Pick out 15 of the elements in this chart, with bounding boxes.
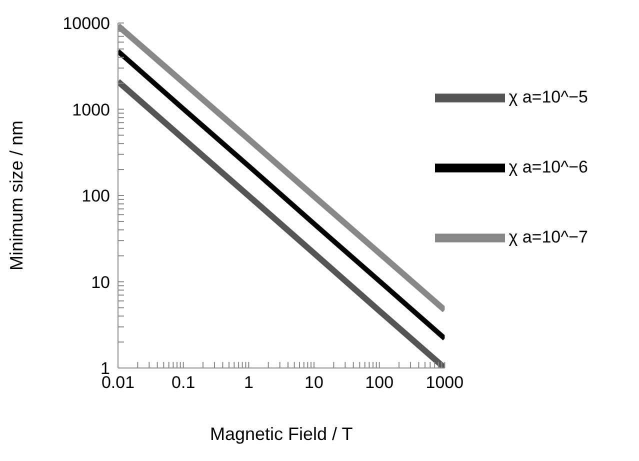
x-axis-title: Magnetic Field / T: [210, 424, 353, 444]
legend-label: χ a=10^−6: [508, 157, 588, 176]
x-tick-label: 1000: [426, 373, 464, 392]
y-tick-label: 1000: [72, 100, 110, 120]
legend-label: χ a=10^−7: [508, 227, 588, 246]
x-tick-label: 10: [304, 373, 324, 392]
x-tick-label: 0.01: [101, 373, 135, 392]
legend-label: χ a=10^−5: [508, 87, 588, 106]
x-tick-label: 1: [244, 373, 254, 392]
y-tick-label: 10: [91, 272, 110, 292]
y-axis-title: Minimum size / nm: [6, 120, 26, 271]
x-tick-label: 100: [365, 373, 394, 392]
y-tick-label: 10000: [62, 14, 110, 34]
x-tick-label: 0.1: [172, 373, 196, 392]
y-tick-label: 100: [82, 186, 110, 206]
